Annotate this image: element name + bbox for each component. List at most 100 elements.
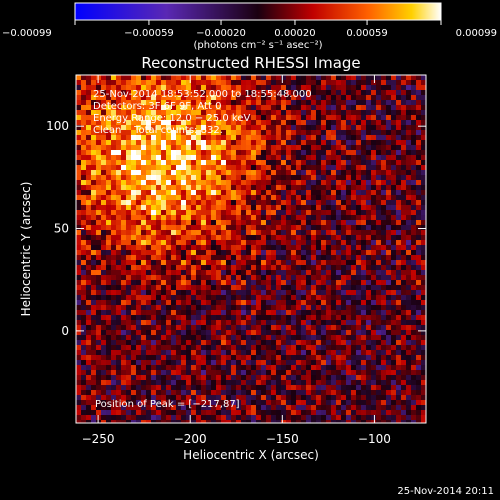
- heatmap-cell: [216, 275, 221, 280]
- heatmap-cell: [231, 380, 236, 385]
- heatmap-cell: [206, 355, 211, 360]
- heatmap-cell: [96, 285, 101, 290]
- heatmap-cell: [211, 325, 216, 330]
- heatmap-cell: [251, 190, 256, 195]
- heatmap-cell: [366, 275, 371, 280]
- heatmap-cell: [151, 215, 156, 220]
- heatmap-cell: [411, 200, 416, 205]
- heatmap-cell: [321, 315, 326, 320]
- heatmap-cell: [421, 355, 426, 360]
- heatmap-cell: [121, 180, 126, 185]
- heatmap-cell: [371, 240, 376, 245]
- heatmap-cell: [286, 280, 291, 285]
- heatmap-cell: [411, 185, 416, 190]
- heatmap-cell: [311, 180, 316, 185]
- heatmap-cell: [146, 210, 151, 215]
- heatmap-cell: [311, 265, 316, 270]
- heatmap-cell: [286, 340, 291, 345]
- heatmap-cell: [141, 90, 146, 95]
- heatmap-cell: [81, 220, 86, 225]
- heatmap-cell: [141, 345, 146, 350]
- heatmap-cell: [76, 135, 81, 140]
- heatmap-cell: [226, 155, 231, 160]
- heatmap-cell: [126, 205, 131, 210]
- heatmap-cell: [376, 345, 381, 350]
- heatmap-cell: [166, 275, 171, 280]
- heatmap-cell: [141, 190, 146, 195]
- heatmap-cell: [236, 380, 241, 385]
- heatmap-cell: [311, 160, 316, 165]
- heatmap-cell: [401, 150, 406, 155]
- heatmap-cell: [186, 250, 191, 255]
- heatmap-cell: [241, 75, 246, 80]
- heatmap-cell: [256, 370, 261, 375]
- heatmap-cell: [401, 345, 406, 350]
- heatmap-cell: [286, 165, 291, 170]
- heatmap-cell: [211, 90, 216, 95]
- heatmap-cell: [361, 230, 366, 235]
- heatmap-cell: [361, 310, 366, 315]
- heatmap-cell: [96, 145, 101, 150]
- heatmap-cell: [241, 110, 246, 115]
- heatmap-cell: [401, 170, 406, 175]
- heatmap-cell: [386, 325, 391, 330]
- heatmap-cell: [156, 270, 161, 275]
- heatmap-cell: [166, 290, 171, 295]
- heatmap-cell: [131, 85, 136, 90]
- heatmap-cell: [241, 85, 246, 90]
- heatmap-cell: [96, 150, 101, 155]
- heatmap-cell: [276, 320, 281, 325]
- heatmap-cell: [101, 420, 106, 423]
- heatmap-cell: [281, 100, 286, 105]
- heatmap-cell: [336, 320, 341, 325]
- heatmap-cell: [176, 270, 181, 275]
- heatmap-cell: [201, 80, 206, 85]
- heatmap-cell: [316, 270, 321, 275]
- heatmap-cell: [311, 200, 316, 205]
- heatmap-cell: [236, 345, 241, 350]
- heatmap-cell: [381, 95, 386, 100]
- heatmap-cell: [201, 300, 206, 305]
- heatmap-cell: [221, 395, 226, 400]
- heatmap-cell: [91, 120, 96, 125]
- heatmap-cell: [121, 275, 126, 280]
- heatmap-cell: [166, 420, 171, 423]
- heatmap-cell: [161, 115, 166, 120]
- heatmap-cell: [296, 235, 301, 240]
- heatmap-cell: [121, 205, 126, 210]
- heatmap-cell: [121, 315, 126, 320]
- heatmap-cell: [396, 225, 401, 230]
- heatmap-cell: [191, 235, 196, 240]
- heatmap-cell: [126, 360, 131, 365]
- heatmap-cell: [111, 245, 116, 250]
- heatmap-cell: [251, 80, 256, 85]
- heatmap-cell: [166, 190, 171, 195]
- heatmap-cell: [256, 375, 261, 380]
- heatmap-cell: [151, 280, 156, 285]
- heatmap-cell: [126, 145, 131, 150]
- heatmap-cell: [81, 385, 86, 390]
- heatmap-cell: [246, 90, 251, 95]
- heatmap-cell: [226, 305, 231, 310]
- heatmap-cell: [401, 270, 406, 275]
- heatmap-cell: [111, 230, 116, 235]
- heatmap-cell: [161, 195, 166, 200]
- heatmap-cell: [396, 105, 401, 110]
- heatmap-cell: [321, 320, 326, 325]
- heatmap-cell: [176, 175, 181, 180]
- heatmap-cell: [101, 170, 106, 175]
- heatmap-cell: [176, 200, 181, 205]
- heatmap-cell: [266, 195, 271, 200]
- heatmap-cell: [106, 120, 111, 125]
- heatmap-cell: [76, 335, 81, 340]
- heatmap-cell: [286, 410, 291, 415]
- heatmap-cell: [246, 235, 251, 240]
- heatmap-cell: [351, 385, 356, 390]
- heatmap-cell: [206, 200, 211, 205]
- heatmap-cell: [151, 75, 156, 80]
- heatmap-cell: [286, 225, 291, 230]
- heatmap-cell: [416, 165, 421, 170]
- heatmap-cell: [381, 405, 386, 410]
- heatmap-cell: [336, 345, 341, 350]
- heatmap-cell: [296, 265, 301, 270]
